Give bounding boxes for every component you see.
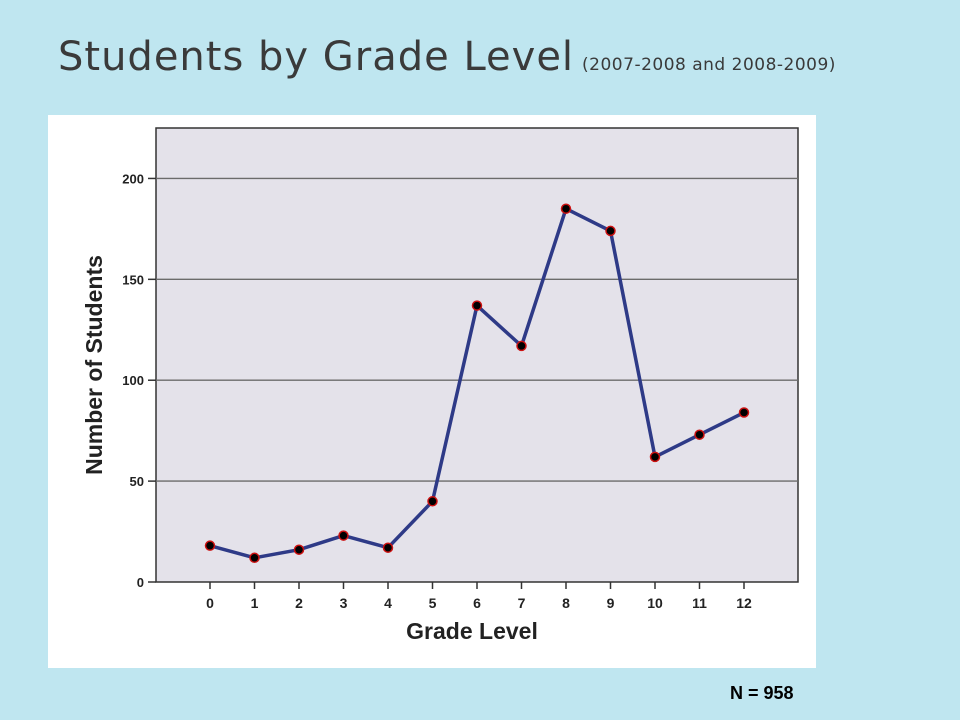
data-point: [694, 429, 705, 440]
sample-size-label: N = 958: [730, 683, 794, 703]
data-point: [516, 340, 527, 352]
data-point: [427, 496, 438, 507]
x-tick-label: 8: [562, 595, 570, 611]
x-tick-label: 5: [429, 595, 437, 611]
x-tick-label: 10: [647, 595, 663, 611]
slide-title-subtitle: (2007-2008 and 2008-2009): [582, 55, 836, 75]
data-series: [204, 203, 750, 564]
x-tick-label: 6: [473, 595, 481, 611]
y-tick-label: 50: [130, 474, 144, 489]
chart-panel: 0 50 100 150 200 0 1 2 3 4 5 6 7 8 9 10 11 12 Grade Level…: [48, 115, 816, 668]
y-tick-label: 150: [122, 272, 144, 287]
y-tick-label: 0: [137, 575, 144, 590]
x-tick-label: 11: [692, 595, 707, 611]
data-point: [204, 540, 216, 551]
x-tick-label: 9: [607, 595, 615, 611]
data-point: [649, 451, 661, 463]
data-point: [605, 225, 616, 237]
x-tick-label: 3: [340, 595, 348, 611]
x-axis-title: Grade Level: [406, 618, 538, 644]
y-axis-title: Number of Students: [81, 255, 107, 475]
x-tick-label: 0: [206, 595, 214, 611]
data-point: [738, 407, 750, 418]
slide-title-main: Students by Grade Level: [58, 34, 575, 80]
x-tick-label: 1: [251, 595, 259, 611]
x-tick-label: 2: [295, 595, 303, 611]
slide-title: Students by Grade Level (2007-2008 and 20…: [58, 34, 836, 80]
grid-lines: [156, 177, 798, 482]
data-point: [293, 544, 305, 555]
x-tick-label: 4: [384, 595, 392, 611]
y-tick-label: 100: [122, 373, 144, 388]
data-point: [249, 552, 260, 564]
data-point: [560, 203, 572, 214]
x-tick-label: 7: [518, 595, 526, 611]
y-tick-label: 200: [122, 171, 144, 186]
data-point: [471, 300, 483, 311]
data-point: [382, 542, 394, 553]
data-point: [338, 530, 349, 541]
x-tick-label: 12: [736, 595, 752, 611]
plot-area: [155, 127, 799, 583]
